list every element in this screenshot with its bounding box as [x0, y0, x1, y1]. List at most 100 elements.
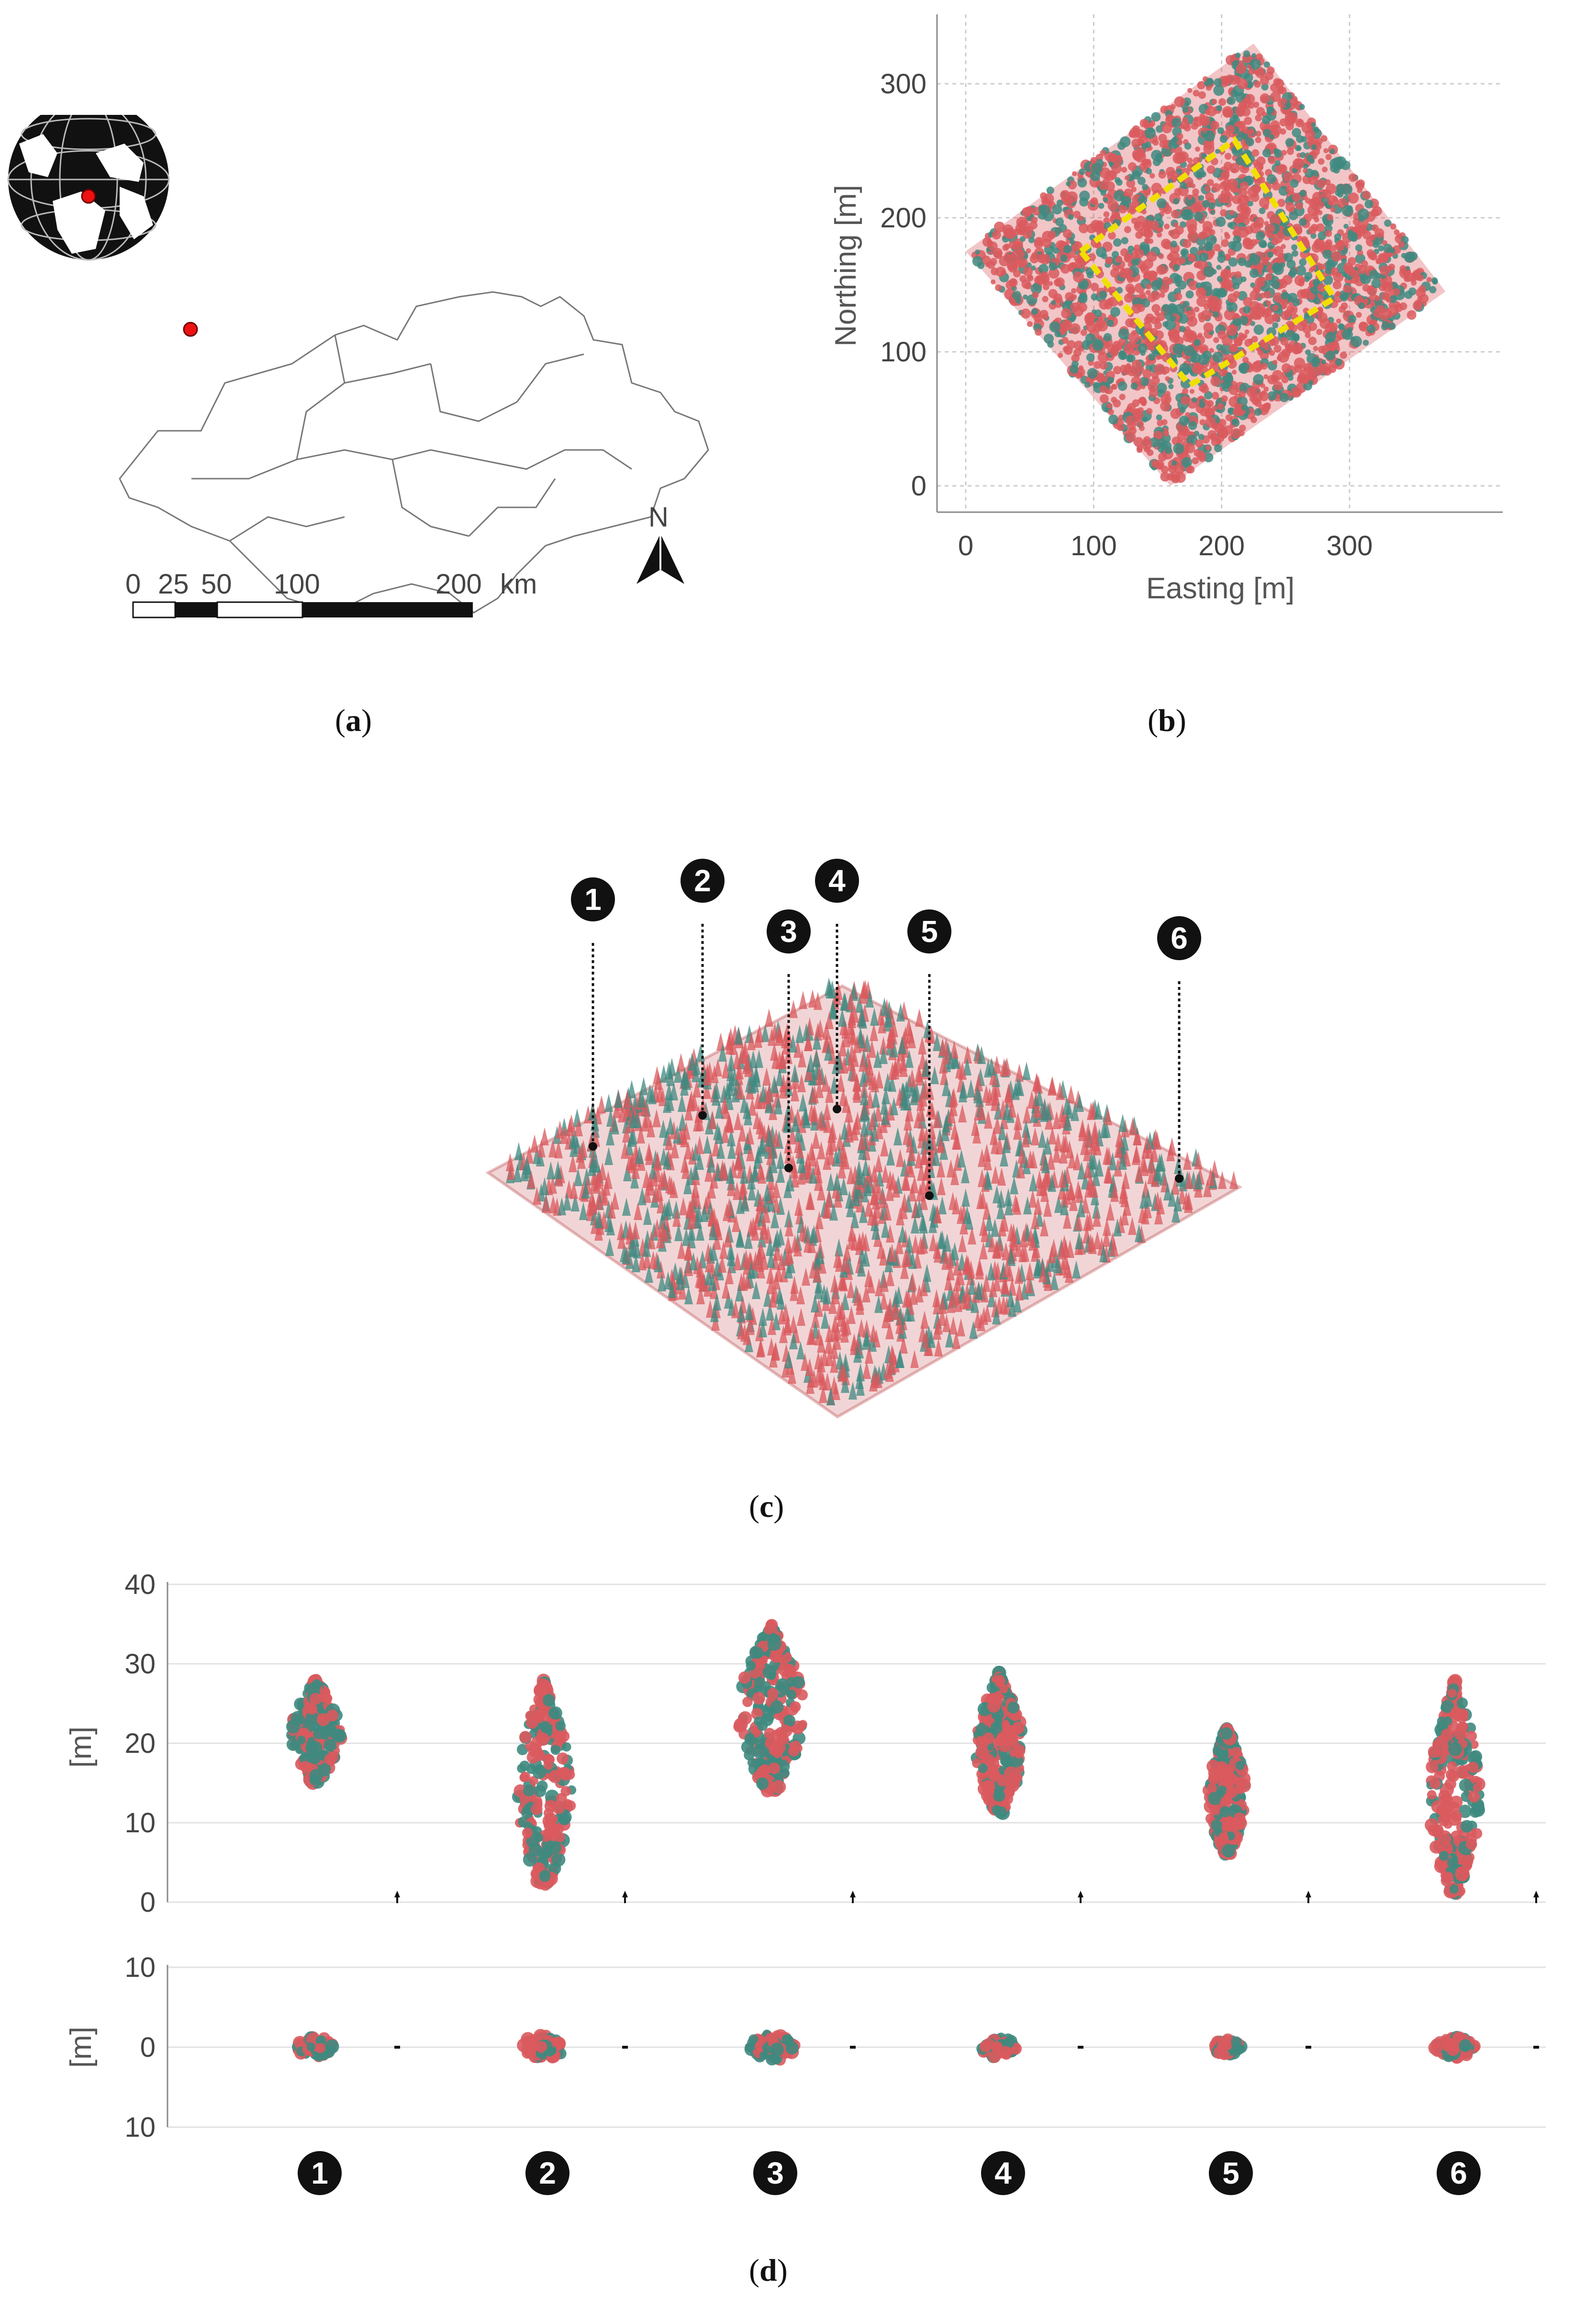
- point: [1399, 265, 1406, 272]
- tree-mark: [791, 1064, 799, 1082]
- tree-mark: [850, 1210, 859, 1228]
- point: [313, 1727, 325, 1739]
- point: [1171, 210, 1180, 219]
- tree-mark: [1061, 1134, 1070, 1152]
- point: [1238, 121, 1246, 129]
- point: [1179, 406, 1186, 414]
- tree-mark: [979, 1241, 988, 1259]
- point: [1073, 348, 1082, 357]
- point: [1204, 391, 1213, 400]
- tree-mark: [961, 1189, 970, 1207]
- panel-d-tree-profiles: 40 30 20 10 0 [m] 10 0 10 [m]: [65, 1569, 1546, 2143]
- panel-a-map: N 0 25 50 100 200 km: [7, 115, 709, 618]
- tree-mark: [1048, 1126, 1057, 1144]
- tree-mark: [938, 1038, 947, 1056]
- point: [312, 1679, 322, 1690]
- tree-mark: [883, 1202, 892, 1221]
- tree-mark: [747, 1032, 756, 1050]
- point: [1147, 293, 1157, 303]
- point: [1273, 78, 1281, 86]
- tree-mark: [911, 1235, 920, 1253]
- point: [1343, 224, 1349, 229]
- tree-mark: [1128, 1117, 1137, 1135]
- tree-mark: [949, 1316, 958, 1334]
- point: [1211, 405, 1217, 412]
- point: [1370, 234, 1376, 240]
- tree-mark: [856, 1363, 865, 1381]
- point: [1362, 191, 1371, 200]
- tree-mark: [806, 1054, 815, 1072]
- tree-mark: [865, 1057, 874, 1076]
- point: [1316, 329, 1323, 335]
- tree-mark: [678, 1094, 686, 1112]
- tree-mark: [823, 1102, 831, 1120]
- tree-mark: [759, 1308, 767, 1326]
- point: [995, 284, 1002, 292]
- tree-mark: [630, 1170, 639, 1189]
- tree-mark: [918, 1123, 926, 1141]
- tree-mark: [1040, 1218, 1049, 1236]
- point: [1017, 258, 1028, 268]
- point: [1095, 318, 1105, 328]
- point: [1137, 447, 1143, 453]
- tree-mark: [622, 1246, 630, 1264]
- point: [1127, 246, 1134, 252]
- point: [1050, 300, 1056, 305]
- tree-mark: [1194, 1171, 1203, 1189]
- tree-mark: [992, 1240, 1001, 1258]
- tree-mark: [755, 1050, 763, 1068]
- tree-mark: [839, 1362, 848, 1380]
- leader-dot: [833, 1105, 841, 1113]
- tree-mark: [1065, 1140, 1074, 1158]
- point: [1385, 297, 1391, 303]
- point: [1049, 321, 1060, 333]
- tree-mark: [1066, 1240, 1074, 1258]
- scale-label-0: 0: [125, 569, 141, 600]
- point: [1131, 258, 1139, 266]
- tree-mark: [991, 1093, 999, 1111]
- point: [1367, 325, 1376, 334]
- tree-mark: [918, 1213, 927, 1231]
- tree-mark: [1039, 1177, 1048, 1196]
- tree-mark: [649, 1251, 658, 1269]
- tree-mark: [958, 1234, 967, 1252]
- tree-mark: [813, 1032, 821, 1050]
- leader-dot: [784, 1164, 793, 1172]
- tree-mark: [790, 1276, 799, 1294]
- tree-mark: [908, 1069, 916, 1087]
- tree-mark: [1077, 1161, 1086, 1179]
- tree-mark: [1013, 1121, 1022, 1140]
- point: [1217, 403, 1224, 410]
- tree-mark: [734, 1153, 742, 1171]
- point: [1304, 276, 1310, 282]
- point: [1127, 292, 1134, 299]
- tree-mark: [905, 1050, 914, 1068]
- tree-mark: [839, 1177, 848, 1195]
- point: [1023, 294, 1028, 300]
- tree-mark: [828, 1121, 837, 1140]
- point: [1055, 277, 1065, 287]
- tree-mark: [904, 1112, 912, 1131]
- point: [1011, 279, 1016, 285]
- tree-mark: [1023, 1105, 1031, 1123]
- point: [1301, 236, 1308, 244]
- point: [1203, 138, 1215, 150]
- tree-mark: [950, 1121, 959, 1140]
- tree-mark: [1008, 1099, 1016, 1118]
- point: [1110, 268, 1120, 278]
- point: [1294, 206, 1305, 217]
- point: [1268, 156, 1277, 164]
- tree-mark: [963, 1045, 972, 1064]
- point: [1411, 280, 1417, 286]
- point: [1232, 370, 1237, 375]
- tree-mark: [1132, 1147, 1140, 1165]
- point: [1101, 253, 1107, 259]
- tree-mark: [847, 1280, 855, 1298]
- point: [1116, 287, 1123, 294]
- point: [1187, 466, 1193, 472]
- tree-mark: [783, 1180, 792, 1198]
- tree-mark: [591, 1216, 599, 1234]
- tree-mark: [830, 1274, 839, 1292]
- tree-mark: [558, 1197, 566, 1215]
- point: [1341, 205, 1353, 217]
